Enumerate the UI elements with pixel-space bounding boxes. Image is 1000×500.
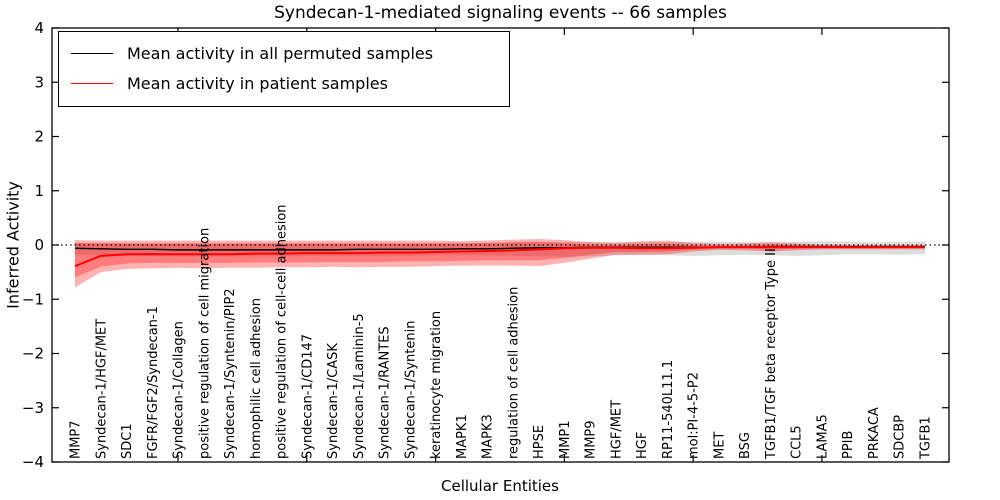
x-tick-label: MMP9 <box>584 420 599 459</box>
y-tick-label: 4 <box>34 19 44 37</box>
x-tick-label: PPIB <box>841 431 856 459</box>
x-tick-label: FGFR/FGF2/Syndecan-1 <box>146 306 161 459</box>
x-tick-label: HPSE <box>532 425 547 459</box>
x-tick-label: HGF/MET <box>609 400 624 459</box>
x-tick-label: PRKACA <box>867 407 882 459</box>
chart-title: Syndecan-1-mediated signaling events -- … <box>274 3 727 23</box>
legend-line-permuted <box>71 52 113 54</box>
x-tick-label: Syndecan-1/Laminin-5 <box>352 313 367 459</box>
y-tick-label: −3 <box>22 399 44 417</box>
y-tick-label: −4 <box>22 453 44 471</box>
x-tick-label: CCL5 <box>790 425 805 459</box>
legend-label-patient: Mean activity in patient samples <box>127 73 388 93</box>
y-axis-title: Inferred Activity <box>3 181 23 309</box>
x-tick-label: Syndecan-1/Syntenin <box>403 321 418 460</box>
y-tick-label: −1 <box>22 290 44 308</box>
legend: Mean activity in all permuted samples Me… <box>58 31 510 107</box>
x-tick-label: TGFB1/TGF beta receptor Type II <box>764 248 779 460</box>
x-tick-label: RP11-540L11.1 <box>661 360 676 459</box>
x-tick-label: MMP1 <box>558 420 573 459</box>
patient-mean-line <box>74 246 925 268</box>
x-tick-label: LAMA5 <box>815 414 830 459</box>
y-tick-label: 1 <box>34 182 44 200</box>
legend-label-permuted: Mean activity in all permuted samples <box>127 43 434 63</box>
x-tick-label: Syndecan-1/CD147 <box>300 334 315 459</box>
y-tick-label: 2 <box>34 128 44 146</box>
x-tick-label: Syndecan-1/HGF/MET <box>94 319 109 459</box>
x-tick-label: homophilic cell adhesion <box>249 298 264 459</box>
x-tick-label: MAPK3 <box>481 414 496 459</box>
x-tick-label: Syndecan-1/RANTES <box>378 326 393 459</box>
patient-samples-band-outer <box>75 239 925 288</box>
x-tick-label: HGF <box>635 432 650 459</box>
legend-line-patient <box>71 82 113 84</box>
x-tick-label: SDCBP <box>893 415 908 459</box>
patient-samples-band-inner <box>75 241 925 278</box>
x-tick-label: positive regulation of cell migration <box>197 228 212 459</box>
x-tick-label: SDC1 <box>120 423 135 459</box>
x-tick-label: MMP7 <box>69 420 84 459</box>
x-axis-title: Cellular Entities <box>441 477 559 495</box>
legend-entry: Mean activity in patient samples <box>71 68 499 98</box>
x-tick-label: TGFB1 <box>918 416 933 460</box>
x-tick-label: regulation of cell adhesion <box>506 287 521 459</box>
y-tick-label: 0 <box>34 236 44 254</box>
x-tick-label: MET <box>712 432 727 459</box>
x-tick-label: positive regulation of cell-cell adhesio… <box>275 204 290 459</box>
x-tick-label: Syndecan-1/CASK <box>326 343 341 459</box>
x-tick-label: Syndecan-1/Syntenin/PIP2 <box>223 288 238 459</box>
x-tick-label: BSG <box>738 432 753 459</box>
legend-entry: Mean activity in all permuted samples <box>71 38 499 68</box>
x-tick-label: Syndecan-1/Collagen <box>172 321 187 459</box>
x-tick-label: MAPK1 <box>455 414 470 459</box>
y-tick-label: −2 <box>22 345 44 363</box>
x-tick-label: keratinocyte migration <box>429 311 444 459</box>
y-tick-label: 3 <box>34 73 44 91</box>
x-tick-label: mol:PI-4-5-P2 <box>687 372 702 459</box>
